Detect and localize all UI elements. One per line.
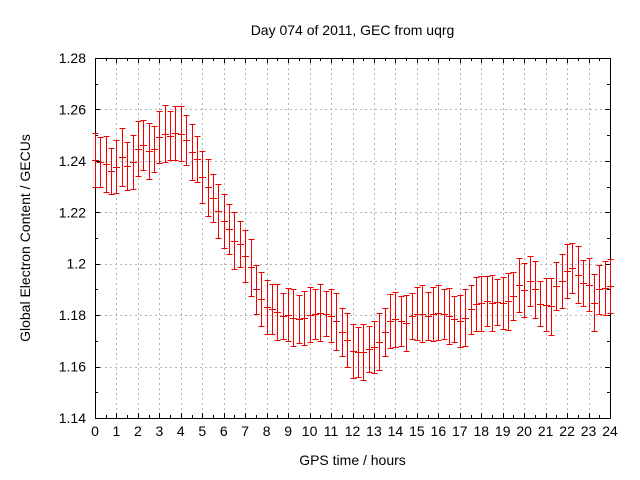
x-tick-label: 0 [91,423,99,439]
x-tick-label: 18 [473,423,489,439]
x-axis-label: GPS time / hours [299,452,406,468]
x-tick-label: 3 [155,423,163,439]
x-tick-label: 8 [263,423,271,439]
y-tick-label: 1.14 [59,410,86,426]
x-tick-label: 4 [177,423,185,439]
x-tick-label: 12 [345,423,361,439]
x-tick-label: 22 [559,423,575,439]
x-tick-label: 6 [220,423,228,439]
x-tick-label: 1 [113,423,121,439]
y-tick-label: 1.2 [67,256,87,272]
x-tick-label: 20 [516,423,532,439]
x-tick-label: 10 [302,423,318,439]
y-tick-label: 1.22 [59,204,86,220]
x-tick-label: 11 [324,423,339,439]
x-tick-label: 23 [581,423,597,439]
x-tick-label: 24 [602,423,618,439]
x-tick-label: 19 [495,423,511,439]
x-tick-label: 9 [284,423,292,439]
x-tick-label: 2 [134,423,142,439]
x-tick-label: 14 [388,423,404,439]
x-tick-label: 15 [409,423,425,439]
x-tick-label: 5 [198,423,206,439]
y-tick-label: 1.26 [59,101,86,117]
y-tick-label: 1.28 [59,50,86,66]
x-tick-label: 13 [366,423,382,439]
x-tick-label: 17 [452,423,468,439]
x-tick-label: 16 [431,423,447,439]
x-tick-label: 7 [241,423,249,439]
y-tick-label: 1.18 [59,307,86,323]
y-tick-label: 1.24 [59,153,86,169]
y-tick-label: 1.16 [59,359,86,375]
x-tick-label: 21 [538,423,554,439]
chart-title: Day 074 of 2011, GEC from uqrg [250,22,455,38]
